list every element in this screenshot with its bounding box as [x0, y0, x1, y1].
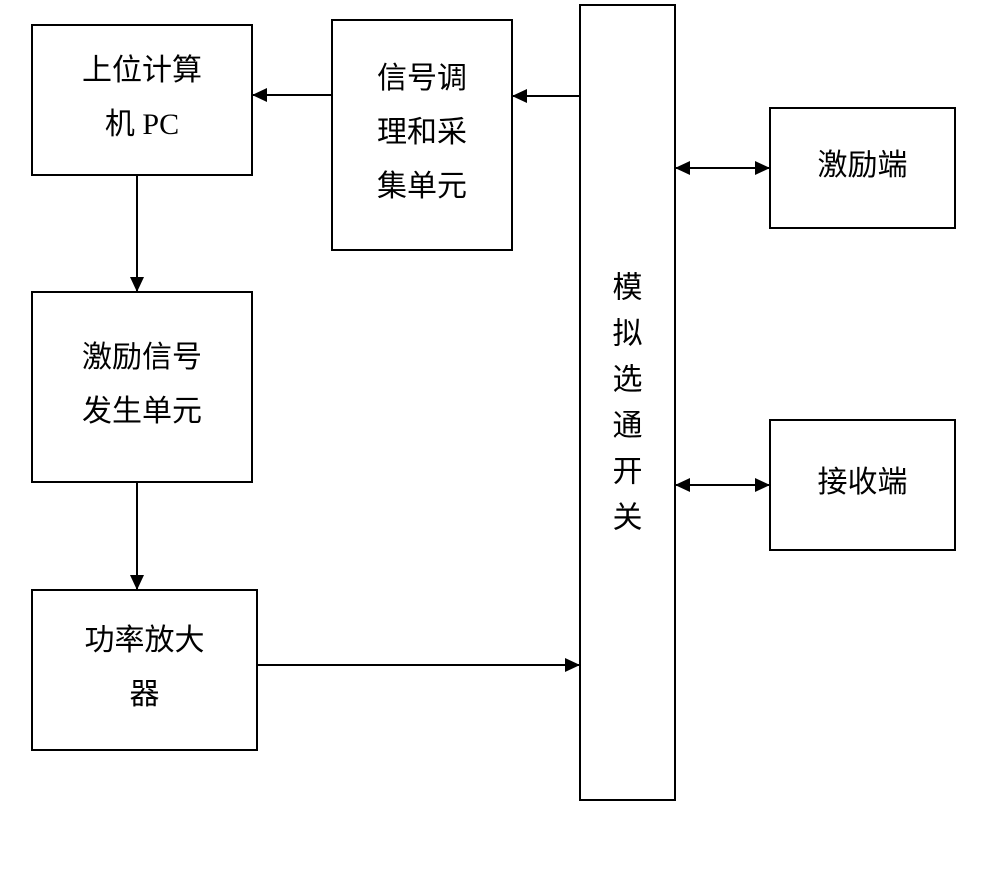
switch-label: 通 [613, 409, 643, 442]
switch-label: 选 [613, 363, 643, 396]
poweramp-label: 功率放大 [85, 624, 205, 657]
signal-label: 集单元 [377, 170, 467, 203]
exc_end-label: 激励端 [818, 149, 908, 182]
switch-label: 关 [613, 501, 643, 534]
signal-label: 信号调 [377, 62, 467, 95]
pc-label: 上位计算 [82, 54, 202, 87]
excgen-box [32, 292, 252, 482]
switch-label: 拟 [613, 317, 643, 350]
signal-label: 理和采 [377, 116, 467, 149]
poweramp-label: 器 [130, 678, 160, 711]
switch-box [580, 5, 675, 800]
pc-box [32, 25, 252, 175]
poweramp-box [32, 590, 257, 750]
excgen-label: 激励信号 [82, 341, 202, 374]
switch-label: 模 [613, 271, 643, 304]
recv_end-label: 接收端 [818, 466, 908, 499]
excgen-label: 发生单元 [82, 395, 202, 428]
switch-label: 开 [613, 455, 643, 488]
pc-label: 机 PC [105, 108, 179, 141]
